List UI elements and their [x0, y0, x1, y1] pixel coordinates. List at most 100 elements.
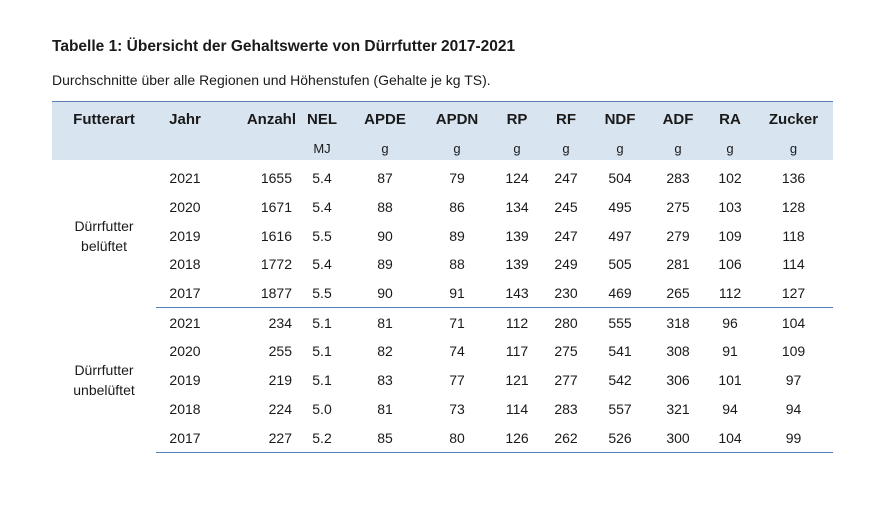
cell-jahr: 2019 [169, 227, 201, 244]
col-header-futterart: Futterart [52, 101, 156, 136]
cell-apdn: 89 [449, 227, 465, 244]
cell-adf: 283 [666, 170, 690, 187]
cell-apde: 87 [377, 170, 393, 187]
col-header-zucker: Zucker [754, 101, 833, 136]
cell-anzahl: 227 [214, 423, 296, 453]
cell-nel: 5.5 [296, 278, 348, 309]
unit-cell [52, 136, 156, 160]
cell-anzahl: 1877 [214, 278, 296, 309]
table-row: 2019 1616 5.5 90 89 139 247 497 279 109 118 [52, 221, 833, 250]
cell-anzahl: 1772 [260, 256, 292, 273]
cell-apde: 90 [348, 278, 422, 309]
group-unbelueftet: Dürrfutter unbelüftet 2021 234 5.1 81 71 112 280… [52, 308, 833, 453]
cell-adf: 275 [666, 199, 690, 216]
unit-cell: g [422, 136, 492, 160]
futterart-line1: Dürrfutter [74, 217, 134, 234]
cell-ra: 102 [718, 170, 742, 187]
cell-anzahl: 1655 [260, 170, 292, 187]
cell-apde: 83 [377, 372, 393, 389]
cell-rp: 112 [505, 314, 529, 331]
cell-ndf: 505 [608, 256, 632, 273]
cell-apde: 81 [377, 314, 393, 331]
col-header-ndf: NDF [590, 101, 650, 136]
cell-ndf: 557 [608, 400, 632, 417]
unit-cell: g [542, 136, 590, 160]
table-row: 2020 255 5.1 82 74 117 275 541 308 91 109 [52, 337, 833, 366]
cell-nel: 5.0 [312, 400, 332, 417]
unit-cell: g [348, 136, 422, 160]
cell-rf: 283 [554, 400, 578, 417]
group-belueftet: Dürrfutter belüftet 2021 1655 5.4 87 79 124 247 5… [52, 160, 833, 309]
cell-ra: 112 [706, 278, 754, 309]
cell-ra: 101 [718, 372, 742, 389]
cell-zucker: 127 [754, 278, 833, 309]
cell-rf: 245 [554, 199, 578, 216]
table-header: Futterart Jahr Anzahl NEL APDE APDN RP R… [52, 101, 833, 160]
cell-nel: 5.4 [312, 170, 332, 187]
table-row: 2020 1671 5.4 88 86 134 245 495 275 103 128 [52, 193, 833, 222]
col-header-rf: RF [542, 101, 590, 136]
cell-nel: 5.4 [312, 256, 332, 273]
table-row: Dürrfutter belüftet 2021 1655 5.4 87 79 124 247 5… [52, 160, 833, 254]
unit-cell: g [706, 136, 754, 160]
cell-anzahl: 219 [268, 372, 292, 389]
cell-rf: 247 [554, 170, 578, 187]
unit-cell: g [492, 136, 542, 160]
cell-nel: 5.1 [312, 343, 332, 360]
cell-apdn: 86 [449, 199, 465, 216]
table-subtitle: Durchschnitte über alle Regionen und Höh… [52, 72, 491, 88]
unit-cell: MJ [296, 136, 348, 160]
cell-rf: 275 [554, 343, 578, 360]
cell-rp: 126 [492, 423, 542, 453]
cell-ndf: 504 [608, 170, 632, 187]
col-header-ra: RA [706, 101, 754, 136]
cell-adf: 281 [666, 256, 690, 273]
cell-zucker: 99 [754, 423, 833, 453]
cell-rp: 143 [492, 278, 542, 309]
cell-rp: 121 [505, 372, 529, 389]
cell-nel: 5.1 [312, 314, 332, 331]
col-header-jahr: Jahr [156, 101, 214, 136]
cell-apdn: 73 [449, 400, 465, 417]
table-row: 2019 219 5.1 83 77 121 277 542 306 101 97 [52, 366, 833, 395]
cell-jahr: 2018 [169, 256, 201, 273]
cell-zucker: 109 [781, 343, 806, 360]
cell-apdn: 79 [449, 170, 465, 187]
cell-jahr: 2020 [169, 343, 201, 360]
cell-apde: 82 [377, 343, 393, 360]
unit-cell: g [650, 136, 706, 160]
table-row: Dürrfutter unbelüftet 2021 234 5.1 81 71 112 280… [52, 308, 833, 398]
cell-jahr: 2019 [169, 372, 201, 389]
cell-rp: 139 [505, 227, 529, 244]
unit-cell: g [590, 136, 650, 160]
cell-ra: 109 [718, 227, 742, 244]
cell-rf: 262 [542, 423, 590, 453]
futterart-line2: belüftet [81, 237, 127, 254]
gehaltswerte-table: Futterart Jahr Anzahl NEL APDE APDN RP R… [52, 101, 833, 453]
cell-anzahl: 255 [268, 343, 292, 360]
cell-jahr: 2017 [156, 278, 214, 309]
cell-anzahl: 1616 [260, 227, 292, 244]
cell-ra: 104 [706, 423, 754, 453]
col-header-anzahl: Anzahl [214, 101, 296, 136]
futterart-line1: Dürrfutter [74, 362, 134, 379]
cell-adf: 265 [650, 278, 706, 309]
cell-apdn: 71 [449, 314, 465, 331]
table-title: Tabelle 1: Übersicht der Gehaltswerte vo… [52, 38, 516, 55]
cell-adf: 321 [666, 400, 690, 417]
futterart-line2: unbelüftet [73, 382, 135, 399]
cell-rf: 247 [554, 227, 578, 244]
table-row: 2017 227 5.2 85 80 126 262 526 300 104 99 [52, 423, 833, 453]
cell-ndf: 555 [608, 314, 632, 331]
cell-apde: 85 [348, 423, 422, 453]
cell-ra: 91 [722, 343, 738, 360]
futterart-cell: Dürrfutter belüftet [52, 160, 156, 308]
cell-ndf: 469 [590, 278, 650, 309]
unit-cell [214, 136, 296, 160]
cell-adf: 308 [666, 343, 690, 360]
cell-zucker: 136 [781, 170, 806, 187]
cell-zucker: 118 [782, 227, 805, 244]
cell-nel: 5.5 [312, 227, 332, 244]
col-header-apdn: APDN [422, 101, 492, 136]
unit-row: MJ g g g g g g g g [52, 136, 833, 160]
